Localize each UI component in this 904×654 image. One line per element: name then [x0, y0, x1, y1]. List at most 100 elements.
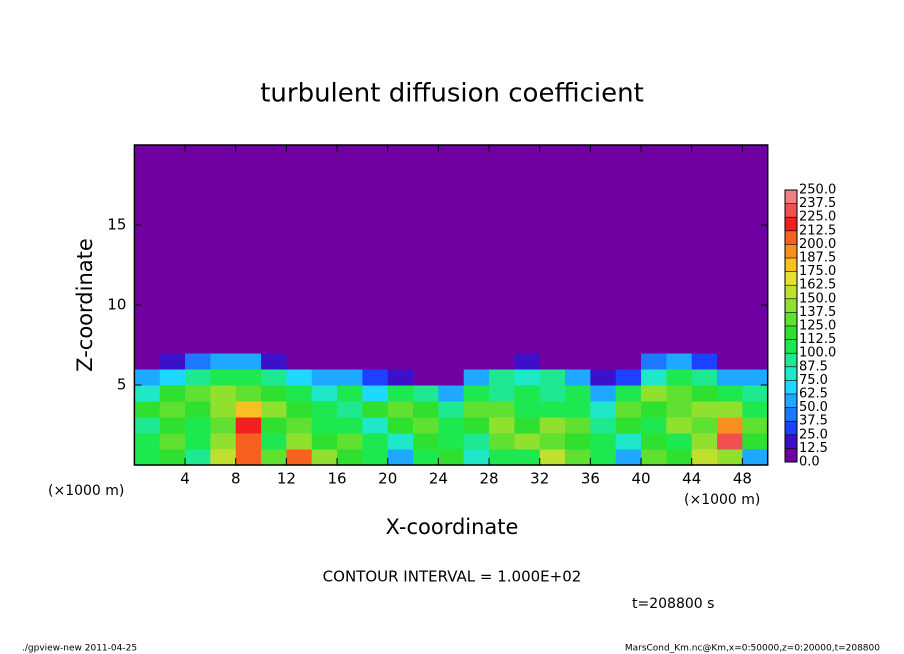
cell: [235, 385, 262, 402]
cell: [261, 433, 287, 450]
cell: [210, 401, 237, 418]
cell: [615, 449, 642, 466]
cell: [742, 385, 769, 402]
cell: [539, 145, 566, 354]
cell: [565, 417, 591, 434]
cell: [742, 369, 769, 386]
cell: [387, 145, 414, 354]
x-tick-label: 16: [328, 470, 347, 488]
cell: [286, 433, 313, 450]
cell: [666, 353, 693, 370]
cell: [438, 369, 465, 386]
cell: [286, 369, 313, 386]
cell: [261, 401, 287, 418]
y-unit: (×1000 m): [48, 483, 124, 499]
colorbar-band: [785, 366, 797, 381]
colorbar-band: [785, 380, 797, 394]
cell: [337, 353, 363, 370]
colorbar-label: 225.0: [799, 210, 836, 225]
cell: [717, 449, 743, 466]
cell: [438, 417, 465, 434]
cell: [615, 353, 642, 370]
cell: [691, 145, 718, 354]
colorbar-label: 37.5: [799, 414, 828, 429]
colorbar-band: [785, 203, 797, 218]
cell: [185, 433, 211, 450]
x-tick-label: 8: [231, 470, 241, 488]
y-tick-label: 5: [117, 376, 127, 394]
cell: [539, 417, 566, 434]
cell: [134, 433, 161, 450]
colorbar-band: [785, 190, 797, 204]
cell: [565, 385, 591, 402]
colorbar-band: [785, 230, 797, 245]
colorbar-label: 12.5: [799, 441, 828, 456]
cell: [337, 417, 363, 434]
cell: [235, 353, 262, 370]
footer-right: MarsCond_Km.nc@Km,x=0:50000,z=0:20000,t=…: [625, 644, 880, 654]
cell: [742, 449, 769, 466]
cell: [463, 353, 490, 370]
x-tick-label: 40: [631, 470, 650, 488]
cell: [691, 417, 718, 434]
cell: [362, 353, 389, 370]
cell: [666, 417, 693, 434]
cell: [413, 433, 439, 450]
cell: [539, 401, 566, 418]
cell: [463, 369, 490, 386]
cell: [489, 417, 515, 434]
colorbar-label: 87.5: [799, 359, 828, 374]
colorbar-band: [785, 448, 797, 462]
cell: [159, 385, 186, 402]
cell: [311, 433, 338, 450]
cell: [438, 353, 465, 370]
cell: [641, 433, 667, 450]
cell: [565, 449, 591, 466]
cell: [641, 145, 667, 354]
cell: [362, 369, 389, 386]
colorbar-label: 212.5: [799, 223, 836, 238]
cell: [463, 401, 490, 418]
colorbar-band: [785, 312, 797, 326]
cell: [666, 369, 693, 386]
cell: [489, 433, 515, 450]
cell: [742, 417, 769, 434]
cell: [235, 369, 262, 386]
cell: [185, 145, 211, 354]
cell: [210, 385, 237, 402]
cell: [337, 401, 363, 418]
cell: [286, 353, 313, 370]
colorbar-band: [785, 298, 797, 313]
cell: [641, 385, 667, 402]
cell: [413, 449, 439, 466]
colorbar-label: 50.0: [799, 400, 828, 415]
cell: [413, 353, 439, 370]
colorbar-band: [785, 421, 797, 435]
cell: [489, 369, 515, 386]
cell: [362, 449, 389, 466]
cell: [210, 353, 237, 370]
cell: [691, 385, 718, 402]
cell: [539, 353, 566, 370]
cell: [387, 433, 414, 450]
cell: [362, 145, 389, 354]
cell: [134, 369, 161, 386]
cell: [514, 417, 541, 434]
x-tick-label: 32: [530, 470, 549, 488]
cell: [235, 145, 262, 354]
cell: [235, 449, 262, 466]
cell: [565, 353, 591, 370]
cell: [413, 369, 439, 386]
colorbar-label: 25.0: [799, 427, 828, 442]
cell: [210, 369, 237, 386]
cell: [413, 417, 439, 434]
x-tick-label: 24: [429, 470, 448, 488]
colorbar-band: [785, 339, 797, 354]
colorbar-label: 150.0: [799, 291, 836, 306]
x-tick-label: 44: [682, 470, 701, 488]
cell: [565, 401, 591, 418]
cell: [311, 417, 338, 434]
cell: [539, 433, 566, 450]
cell: [235, 417, 262, 434]
